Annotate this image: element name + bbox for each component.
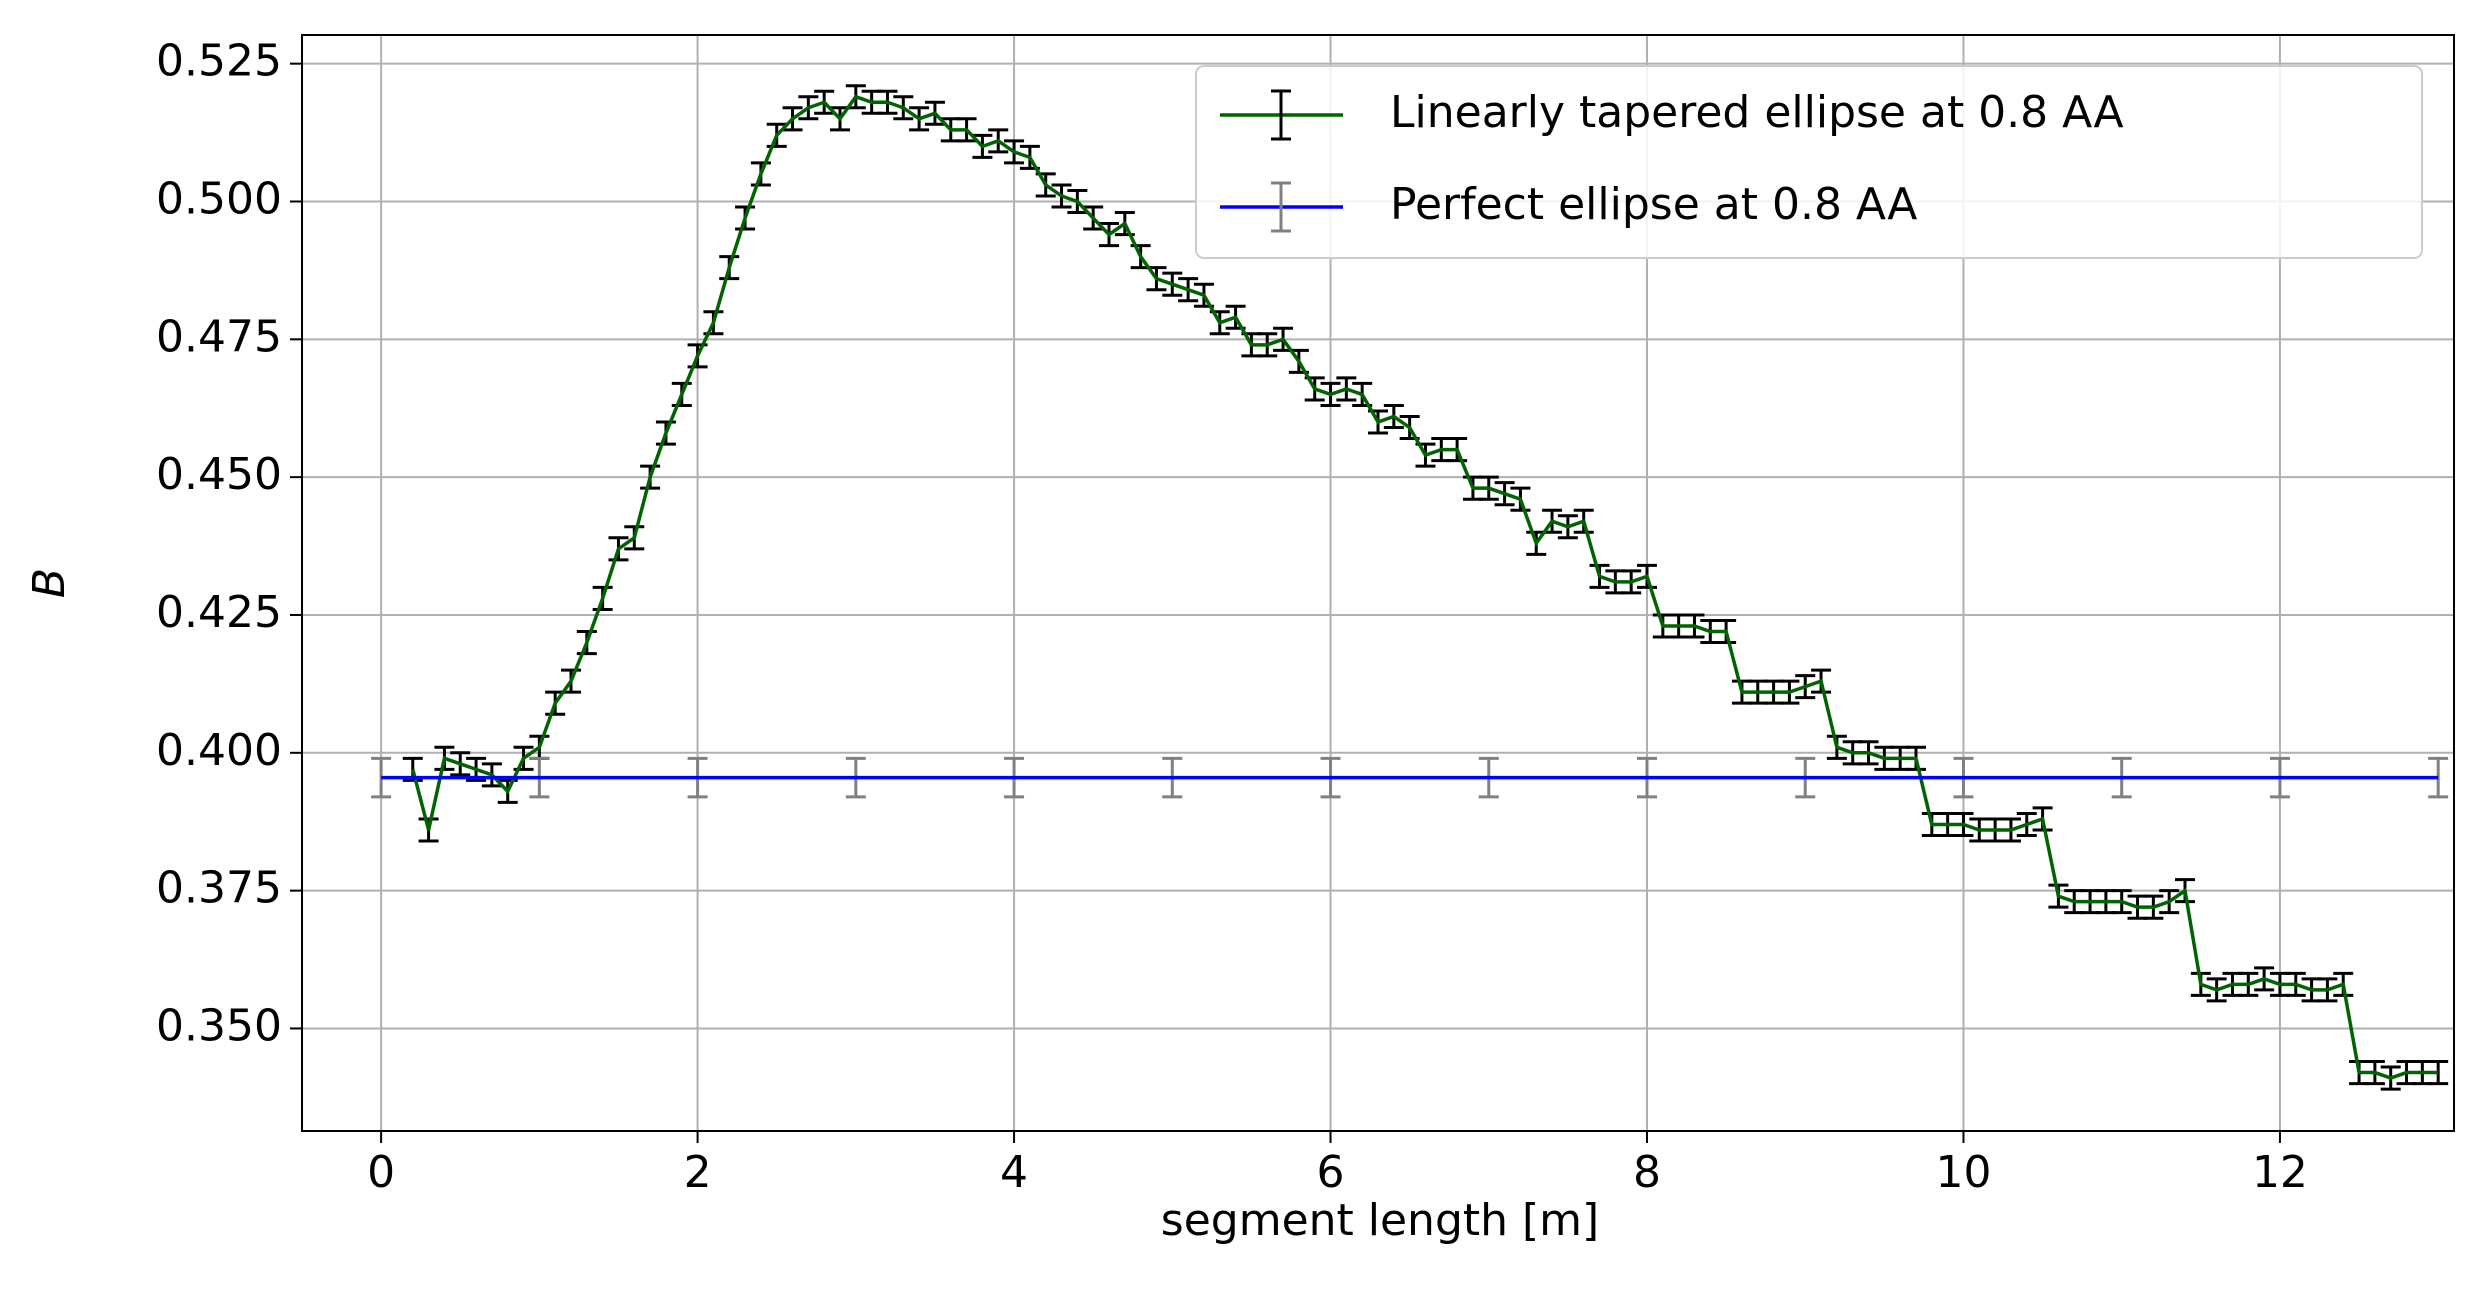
legend: Linearly tapered ellipse at 0.8 AA Perfec… bbox=[1195, 65, 2423, 259]
y-axis-label: B bbox=[24, 568, 75, 598]
x-tick-label: 2 bbox=[684, 1147, 712, 1198]
plot-frame bbox=[301, 34, 2455, 1132]
y-tick-label: 0.350 bbox=[156, 1000, 282, 1051]
y-tick-label: 0.425 bbox=[156, 587, 282, 638]
y-tick-label: 0.500 bbox=[156, 173, 282, 224]
y-tick-label: 0.400 bbox=[156, 725, 282, 776]
y-tick-label: 0.375 bbox=[156, 863, 282, 914]
y-tick-label: 0.525 bbox=[156, 36, 282, 87]
x-tick-label: 12 bbox=[2252, 1147, 2308, 1198]
y-tick-label: 0.475 bbox=[156, 311, 282, 362]
legend-box bbox=[1195, 65, 2423, 259]
x-tick-label: 0 bbox=[367, 1147, 395, 1198]
series-line bbox=[411, 94, 2439, 1080]
x-axis-label: segment length [m] bbox=[1161, 1195, 1599, 1246]
x-tick-label: 10 bbox=[1935, 1147, 1991, 1198]
x-tick-label: 4 bbox=[1000, 1147, 1028, 1198]
x-tick-label: 8 bbox=[1633, 1147, 1661, 1198]
legend-label: Linearly tapered ellipse at 0.8 AA bbox=[1390, 87, 2124, 138]
legend-label: Perfect ellipse at 0.8 AA bbox=[1390, 179, 1917, 230]
x-tick-label: 6 bbox=[1317, 1147, 1345, 1198]
y-tick-label: 0.450 bbox=[156, 449, 282, 500]
